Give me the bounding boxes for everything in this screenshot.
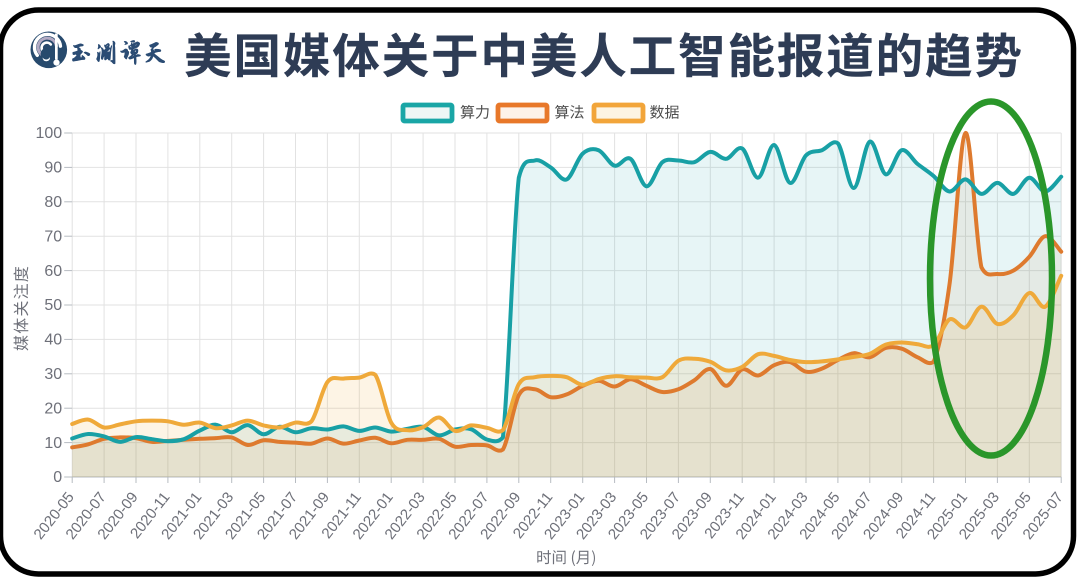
svg-text:90: 90 (44, 160, 62, 177)
svg-text:60: 60 (44, 263, 62, 280)
svg-text:10: 10 (44, 435, 62, 452)
svg-text:70: 70 (44, 228, 62, 245)
svg-text:40: 40 (44, 332, 62, 349)
svg-text:0: 0 (53, 469, 62, 486)
svg-text:20: 20 (44, 400, 62, 417)
svg-text:30: 30 (44, 366, 62, 383)
svg-text:50: 50 (44, 297, 62, 314)
svg-text:100: 100 (35, 125, 62, 142)
svg-text:80: 80 (44, 194, 62, 211)
